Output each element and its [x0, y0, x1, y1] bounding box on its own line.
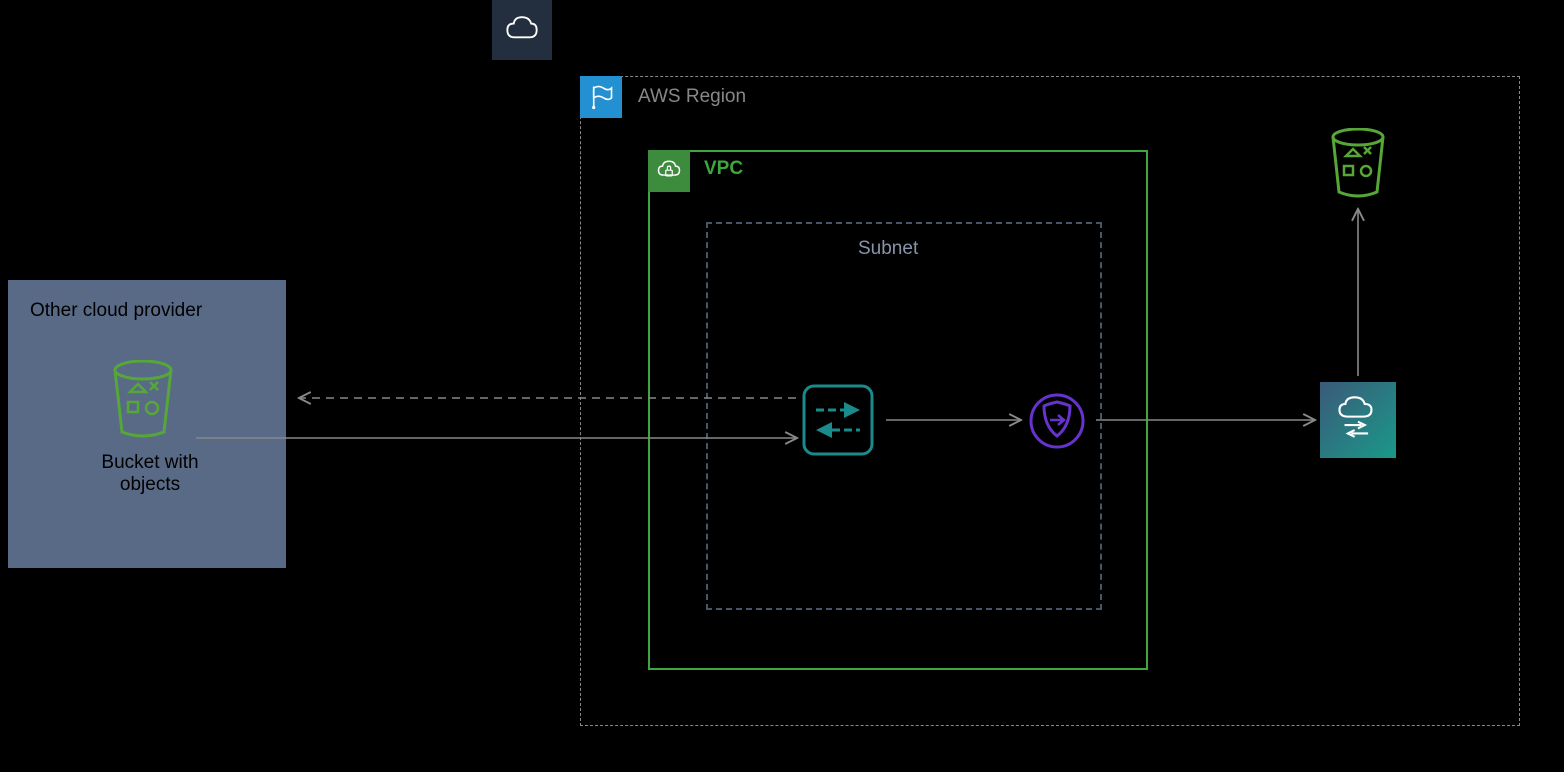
arrow-gateway-to-s3 [0, 0, 1564, 772]
